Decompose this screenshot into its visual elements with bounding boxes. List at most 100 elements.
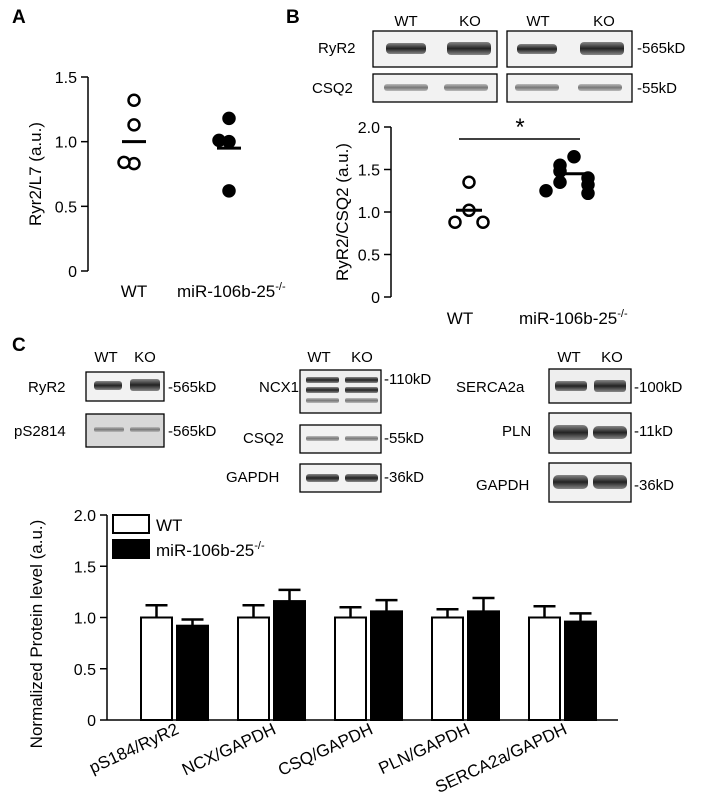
blot-c3-kd-36: -36kD: [634, 477, 674, 494]
legend-swatch-wt: [112, 514, 150, 534]
chart-c-bar: [431, 616, 464, 721]
chart-b-point: [462, 175, 476, 189]
chart-b-y-tick-label: 1.5: [358, 163, 380, 180]
blot-c2-ko: KO: [351, 349, 373, 366]
blot-c1-kd-565b: -565kD: [168, 423, 217, 440]
legend-swatch-ko: [112, 539, 150, 559]
blot-band: [306, 398, 339, 403]
blot-band: [593, 426, 627, 439]
blot-c1-label-ps2814: pS2814: [14, 423, 66, 440]
chart-b-y-label: RyR2/CSQ2 (a.u.): [333, 143, 352, 281]
blot-c3-ko: KO: [601, 349, 623, 366]
chart-c-bar: [140, 616, 173, 721]
legend-label-wt: WT: [156, 516, 182, 535]
blot-band: [386, 43, 426, 54]
chart-c-x-tick-label: NCX/GAPDH: [179, 719, 279, 779]
blot-c-left: WT KO RyR2 pS2814 -565kD -565kD: [14, 349, 217, 448]
chart-a-x-label-wt: WT: [121, 282, 147, 301]
chart-a-point: [127, 93, 141, 108]
chart-c-y-label: Normalized Protein level (a.u.): [27, 520, 46, 749]
blot-band: [306, 474, 339, 482]
chart-a-y-ticks: 0 0.5 1.0 1.5: [55, 70, 88, 281]
chart-c-y-ticks: 0 0.5 1.0 1.5 2.0: [74, 508, 107, 730]
chart-b-y-tick-label: 2.0: [358, 120, 380, 137]
chart-a-y-tick-label: 1.0: [55, 135, 77, 152]
blot-band: [517, 44, 557, 54]
chart-b-y-tick-label: 0: [371, 290, 380, 307]
blot-band: [555, 381, 587, 391]
blot-c3-label-serca2a: SERCA2a: [456, 379, 525, 396]
blot-band: [345, 387, 378, 393]
blot-band: [515, 84, 559, 91]
chart-a-point: [222, 111, 236, 126]
blot-band: [306, 387, 339, 393]
chart-a-y-tick-label: 1.5: [55, 70, 77, 87]
chart-b-significance-star: *: [515, 114, 524, 141]
chart-a-point: [127, 118, 141, 132]
blot-band: [130, 379, 160, 391]
blot-c2-kd-55: -55kD: [384, 430, 424, 447]
chart-b-x-label-wt: WT: [447, 309, 473, 328]
blot-c1-kd-565: -565kD: [168, 379, 217, 396]
chart-b-point: [476, 215, 490, 229]
blot-b-wt-1: WT: [394, 13, 417, 30]
chart-c-bar: [237, 616, 270, 721]
blot-c2-kd-110: -110kD: [384, 371, 431, 388]
blot-band: [580, 42, 624, 55]
chart-c-bar: [467, 610, 500, 721]
chart-c-y-tick-label: 2.0: [74, 508, 96, 525]
chart-b-y-tick-label: 0.5: [358, 248, 380, 265]
blot-c-right: WT KO SERCA2a PLN GAPDH -100kD -11kD -36…: [456, 349, 683, 503]
chart-c-bar: [528, 616, 561, 721]
blot-c3-label-pln: PLN: [502, 423, 531, 440]
chart-b-points: [448, 150, 595, 229]
blot-band: [384, 84, 428, 91]
chart-c-y-tick-label: 0.5: [74, 662, 96, 679]
blot-band: [345, 474, 378, 482]
chart-b-point: [581, 186, 595, 201]
blot-band: [578, 84, 622, 91]
blot-b-ko-2: KO: [593, 13, 615, 30]
blot-b-kd-55: -55kD: [637, 80, 677, 97]
blot-c3-label-gapdh: GAPDH: [476, 477, 529, 494]
panel-label-a: A: [12, 7, 26, 28]
blot-c3-kd-100: -100kD: [634, 379, 683, 396]
blot-band: [306, 377, 339, 383]
blot-band: [593, 475, 627, 489]
blot-band: [345, 377, 378, 383]
blot-c1-wt: WT: [94, 349, 117, 366]
chart-c-bar: [564, 620, 597, 721]
chart-c-x-tick-label: pS184/RyR2: [86, 719, 181, 777]
chart-b-point: [448, 215, 462, 229]
chart-b-point: [539, 184, 553, 198]
blot-band: [553, 475, 588, 489]
blot-c1-label-ryr2: RyR2: [28, 379, 66, 396]
blot-c-middle: WT KO NCX1 CSQ2 GAPDH -110kD -55kD -36kD: [226, 349, 431, 493]
chart-a-y-tick-label: 0: [68, 264, 77, 281]
chart-c-bar: [176, 624, 209, 722]
blot-c3-wt: WT: [557, 349, 580, 366]
blot-band: [345, 398, 378, 403]
chart-a-y-label: Ryr2/L7 (a.u.): [26, 122, 45, 226]
chart-b-y-ticks: 0 0.5 1.0 1.5 2.0: [358, 120, 391, 307]
panel-label-c: C: [12, 335, 26, 356]
blot-band: [130, 427, 160, 432]
chart-b-point: [567, 150, 581, 164]
blot-band: [447, 42, 491, 55]
blot-b-wt-2: WT: [526, 13, 549, 30]
chart-c-bars: [140, 588, 597, 722]
blot-b-label-csq2: CSQ2: [312, 80, 353, 97]
chart-c-bar: [334, 616, 367, 721]
blot-band: [94, 427, 124, 432]
blot-c2-kd-36: -36kD: [384, 469, 424, 486]
blot-b-ko-1: KO: [459, 13, 481, 30]
chart-b-point: [553, 175, 567, 189]
chart-a-point: [212, 133, 226, 148]
blot-c2-label-ncx1: NCX1: [259, 379, 299, 396]
blot-c1-ko: KO: [134, 349, 156, 366]
chart-c: 0 0.5 1.0 1.5 2.0 Normalized Protein level (…: [27, 508, 618, 797]
blot-b-kd-565: -565kD: [637, 40, 686, 57]
chart-c-bar: [273, 600, 306, 721]
chart-b-y-tick-label: 1.0: [358, 205, 380, 222]
